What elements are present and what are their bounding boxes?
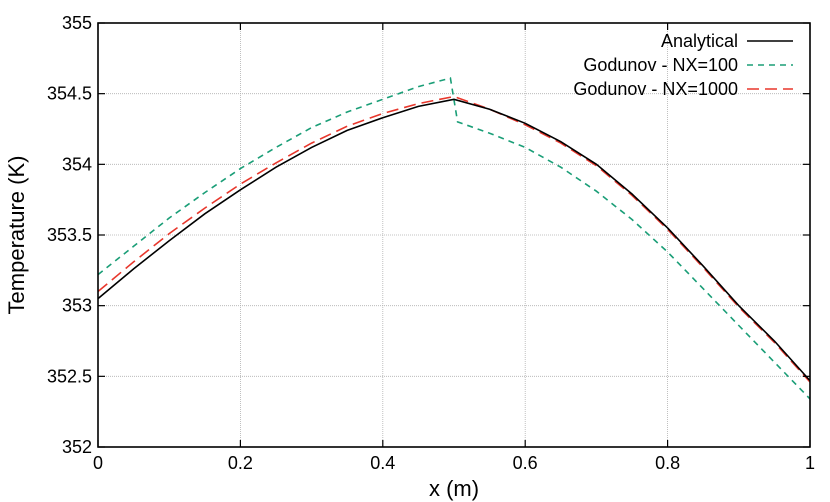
legend-label: Godunov - NX=1000 [573, 79, 738, 99]
x-tick-label: 0 [93, 453, 103, 473]
x-tick-label: 1 [805, 453, 815, 473]
series-line-0 [97, 98, 811, 382]
x-tick-label: 0.8 [655, 453, 680, 473]
x-tick-label: 0.2 [228, 453, 253, 473]
grid-lines [98, 23, 810, 447]
y-tick-label: 352 [62, 437, 92, 457]
axis-ticks: 0 0.2 0.4 0.6 0.8 1 352 352.5 353 353.5 354 354.5 35… [47, 13, 815, 473]
legend: Analytical Godunov - NX=100 Godunov - NX=1… [573, 31, 793, 99]
y-tick-label: 353 [62, 296, 92, 316]
x-tick-label: 0.4 [370, 453, 395, 473]
legend-label: Godunov - NX=100 [583, 55, 738, 75]
legend-label: Analytical [661, 31, 738, 51]
x-tick-label: 0.6 [513, 453, 538, 473]
y-tick-label: 354 [62, 154, 92, 174]
y-tick-label: 355 [62, 13, 92, 33]
series-lines [97, 77, 811, 400]
y-axis-label: Temperature (K) [4, 156, 29, 315]
x-axis-label: x (m) [429, 476, 479, 501]
series-line-1 [97, 77, 811, 400]
series-line-2 [97, 95, 811, 383]
y-tick-label: 352.5 [47, 366, 92, 386]
y-tick-label: 354.5 [47, 84, 92, 104]
y-tick-label: 353.5 [47, 225, 92, 245]
